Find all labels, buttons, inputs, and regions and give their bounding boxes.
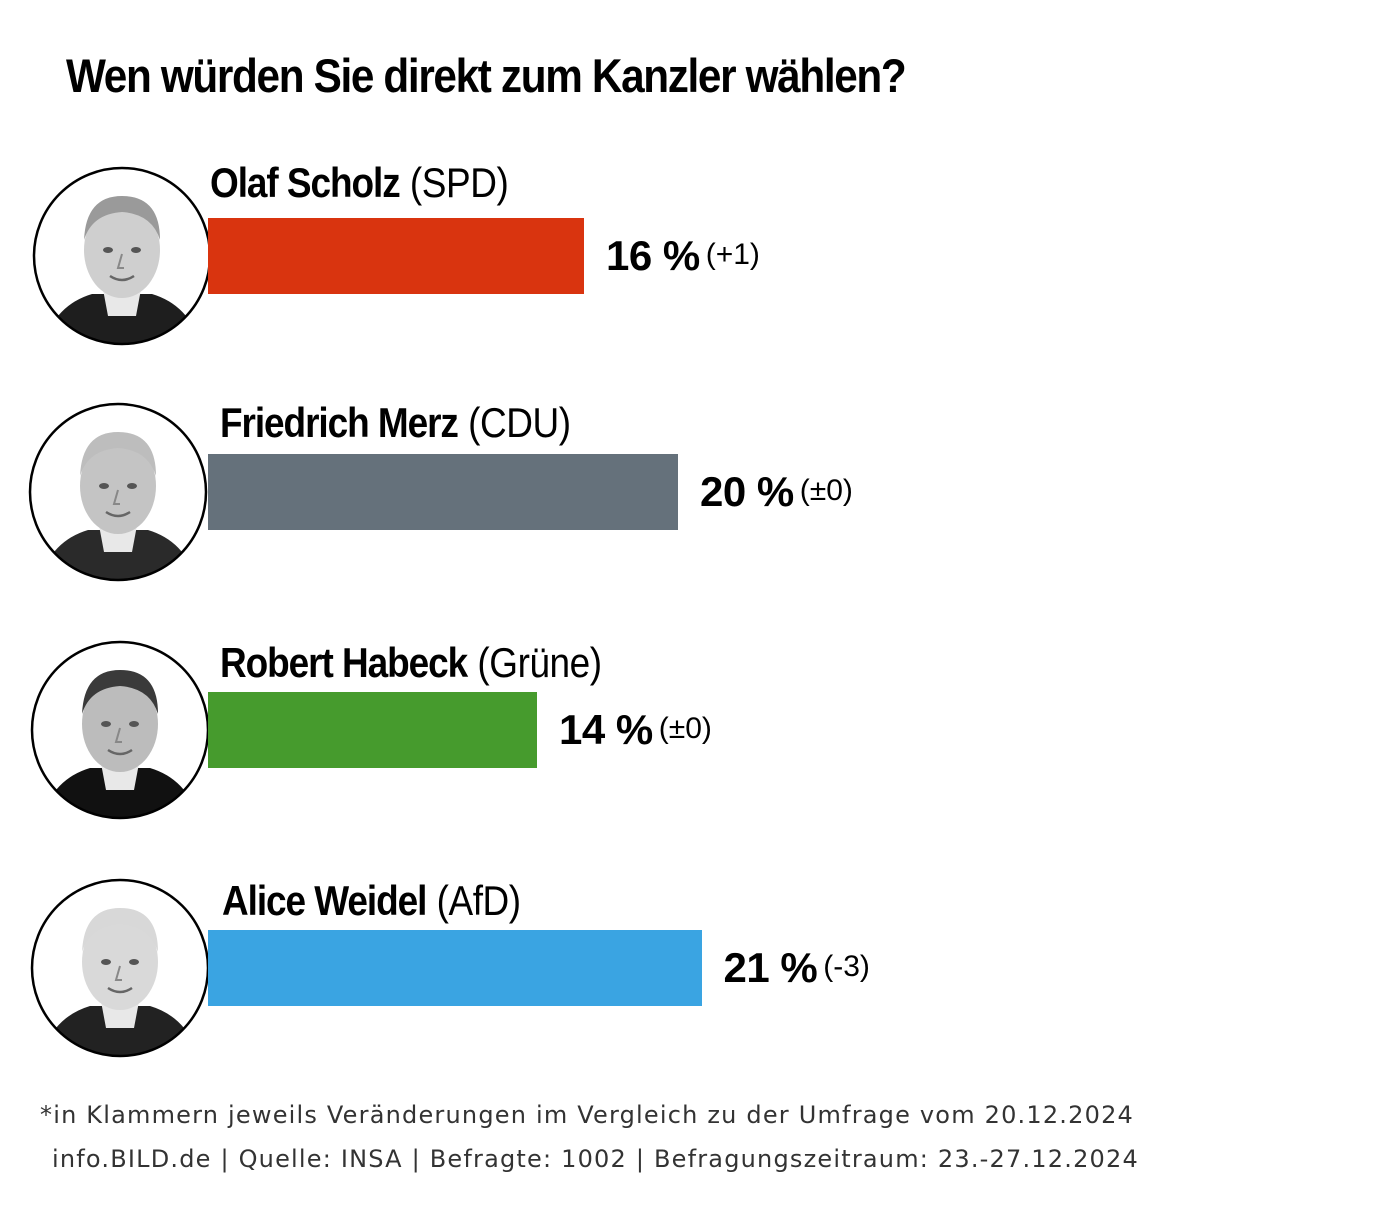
candidate-name: Olaf Scholz (210, 159, 401, 206)
value-label: 21 % (-3) (724, 943, 870, 1003)
value-label: 20 % (±0) (700, 467, 853, 527)
candidate-label: Robert Habeck (Grüne) (220, 638, 602, 688)
candidate-name: Robert Habeck (220, 639, 468, 686)
percent-value: 21 % (723, 944, 818, 991)
candidate-label: Alice Weidel (AfD) (222, 876, 521, 926)
avatar-alice-weidel (30, 878, 210, 1058)
candidate-party: (AfD) (436, 877, 521, 924)
bar-olaf-scholz (208, 218, 584, 294)
percent-value: 20 % (700, 468, 794, 515)
candidate-name: Alice Weidel (222, 877, 427, 924)
change-value: (-3) (823, 950, 870, 983)
footnote-changes: *in Klammern jeweils Veränderungen im Ve… (40, 1101, 1135, 1129)
candidate-party: (Grüne) (477, 639, 602, 686)
avatar-friedrich-merz (28, 402, 208, 582)
bar-robert-habeck (208, 692, 537, 768)
value-label: 14 % (±0) (559, 705, 712, 765)
bar-friedrich-merz (208, 454, 678, 530)
candidate-name: Friedrich Merz (220, 399, 459, 446)
chart-title: Wen würden Sie direkt zum Kanzler wählen… (66, 49, 907, 102)
candidate-label: Olaf Scholz (SPD) (210, 158, 509, 208)
candidate-label: Friedrich Merz (CDU) (220, 398, 571, 448)
candidate-party: (CDU) (468, 399, 571, 446)
value-label: 16 % (+1) (606, 231, 760, 291)
bar-alice-weidel (208, 930, 702, 1006)
candidate-party: (SPD) (409, 159, 509, 206)
percent-value: 14 % (559, 706, 653, 753)
avatar-robert-habeck (30, 640, 210, 820)
footnote-source: info.BILD.de | Quelle: INSA | Befragte: … (52, 1145, 1139, 1173)
change-value: (±0) (799, 474, 853, 507)
change-value: (±0) (658, 712, 712, 745)
avatar-olaf-scholz (32, 166, 212, 346)
percent-value: 16 % (606, 232, 700, 279)
change-value: (+1) (705, 238, 760, 271)
